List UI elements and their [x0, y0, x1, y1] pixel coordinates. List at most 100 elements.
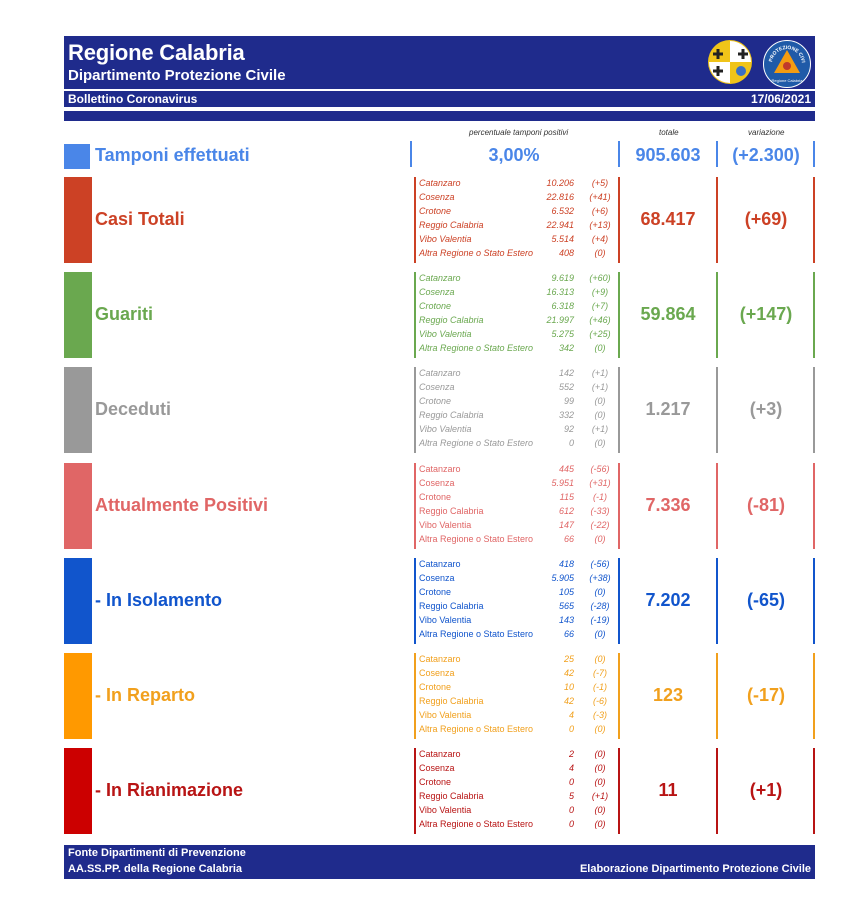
footer: Fonte Dipartimenti di Prevenzione AA.SS.… — [64, 845, 815, 879]
divider — [813, 141, 815, 167]
section-total: 11 — [658, 780, 678, 800]
province-value: 92 — [563, 424, 574, 434]
province-delta: (0) — [594, 749, 606, 759]
province-value: 16.313 — [546, 287, 574, 297]
province-value: 0 — [568, 438, 574, 448]
province-name: Vibo Valentia — [419, 520, 472, 530]
section-color-bar — [64, 177, 92, 263]
divider — [618, 272, 620, 358]
province-value: 418 — [558, 559, 574, 569]
province-value: 5.275 — [551, 329, 574, 339]
header-banner: Regione Calabria Dipartimento Protezione… — [64, 36, 815, 89]
province-name: Vibo Valentia — [419, 805, 472, 815]
section-total: 123 — [652, 685, 684, 705]
divider — [410, 141, 412, 167]
divider — [618, 558, 620, 644]
province-delta: (+31) — [589, 478, 611, 488]
province-delta: (0) — [594, 724, 606, 734]
section-label: - In Reparto — [95, 685, 196, 705]
col-header-variazione: variazione — [748, 128, 785, 137]
province-delta: (+1) — [591, 424, 609, 434]
bulletin-date: 17/06/2021 — [750, 92, 811, 106]
divider — [716, 141, 718, 167]
province-name: Altra Regione o Stato Estero — [419, 629, 534, 639]
province-value: 0 — [568, 819, 574, 829]
province-value: 445 — [558, 464, 574, 474]
section-color-bar — [64, 367, 92, 453]
province-name: Vibo Valentia — [419, 234, 472, 244]
province-value: 10 — [563, 682, 574, 692]
province-value: 143 — [558, 615, 574, 625]
province-value: 408 — [558, 248, 574, 258]
province-value: 4 — [568, 710, 574, 720]
province-name: Catanzaro — [419, 654, 461, 664]
divider — [813, 748, 815, 834]
province-list: Catanzaro 142 (+1) Cosenza 552 (+1) Crotone 99 (… — [414, 367, 616, 453]
province-value: 5.905 — [551, 573, 574, 583]
section-variation: (-81) — [746, 495, 785, 515]
province-value: 0 — [568, 777, 574, 787]
province-delta: (0) — [594, 534, 606, 544]
province-name: Cosenza — [419, 573, 455, 583]
province-name: Crotone — [419, 396, 452, 406]
province-name: Altra Regione o Stato Estero — [419, 724, 534, 734]
divider — [618, 367, 620, 453]
province-delta: (-56) — [590, 559, 610, 569]
footer-source-2: AA.SS.PP. della Regione Calabria — [68, 863, 243, 875]
province-name: Vibo Valentia — [419, 615, 472, 625]
province-name: Reggio Calabria — [419, 601, 484, 611]
tamponi-swatch — [64, 144, 90, 169]
section-label: - In Rianimazione — [95, 780, 244, 800]
calabria-crest-logo — [708, 40, 752, 84]
province-delta: (+1) — [591, 791, 609, 801]
province-delta: (+7) — [591, 301, 609, 311]
province-value: 332 — [558, 410, 574, 420]
department-subtitle: Dipartimento Protezione Civile — [68, 67, 286, 84]
province-name: Altra Regione o Stato Estero — [419, 248, 534, 258]
province-value: 105 — [558, 587, 574, 597]
province-name: Cosenza — [419, 287, 455, 297]
section-row: - In Reparto Catanzaro 25 (0) Cosenza 42 (-7) C… — [64, 653, 815, 739]
section-label: Deceduti — [95, 399, 172, 419]
province-value: 147 — [558, 520, 574, 530]
section-row: - In Isolamento Catanzaro 418 (-56) Cosenza 5… — [64, 558, 815, 644]
province-delta: (-1) — [593, 492, 607, 502]
section-label: Guariti — [95, 304, 154, 324]
province-name: Crotone — [419, 206, 452, 216]
province-name: Catanzaro — [419, 749, 461, 759]
section-row: Guariti Catanzaro 9.619 (+60) Cosenza 16.313 (… — [64, 272, 815, 358]
divider — [813, 558, 815, 644]
section-label: Attualmente Positivi — [95, 495, 269, 515]
divider — [618, 177, 620, 263]
province-value: 21.997 — [546, 315, 574, 325]
province-delta: (0) — [594, 438, 606, 448]
province-value: 66 — [563, 629, 574, 639]
province-value: 10.206 — [546, 178, 574, 188]
province-name: Reggio Calabria — [419, 791, 484, 801]
section-color-bar — [64, 653, 92, 739]
section-color-bar — [64, 558, 92, 644]
province-delta: (0) — [594, 410, 606, 420]
section-label: Casi Totali — [95, 209, 185, 229]
province-delta: (0) — [594, 819, 606, 829]
province-name: Crotone — [419, 682, 452, 692]
province-value: 22.816 — [546, 192, 574, 202]
province-delta: (-1) — [593, 682, 607, 692]
province-delta: (+60) — [589, 273, 611, 283]
province-list: Catanzaro 25 (0) Cosenza 42 (-7) Crotone 10 (-1)… — [414, 653, 616, 739]
divider — [813, 653, 815, 739]
col-header-perc: percentuale tamponi positivi — [469, 128, 569, 137]
province-value: 6.532 — [551, 206, 574, 216]
province-list: Catanzaro 9.619 (+60) Cosenza 16.313 (+9) Crot… — [414, 272, 616, 358]
section-variation: (+3) — [749, 399, 783, 419]
province-value: 552 — [558, 382, 574, 392]
tamponi-row: Tamponi effettuati 3,00% 905.603 (+2.300… — [64, 139, 815, 169]
tamponi-totale: 905.603 — [635, 145, 701, 165]
province-delta: (+25) — [589, 329, 611, 339]
province-delta: (-33) — [590, 506, 610, 516]
bulletin-label: Bollettino Coronavirus — [68, 92, 198, 106]
section-color-bar — [64, 748, 92, 834]
province-delta: (-56) — [590, 464, 610, 474]
province-value: 565 — [558, 601, 574, 611]
province-delta: (-6) — [593, 696, 607, 706]
